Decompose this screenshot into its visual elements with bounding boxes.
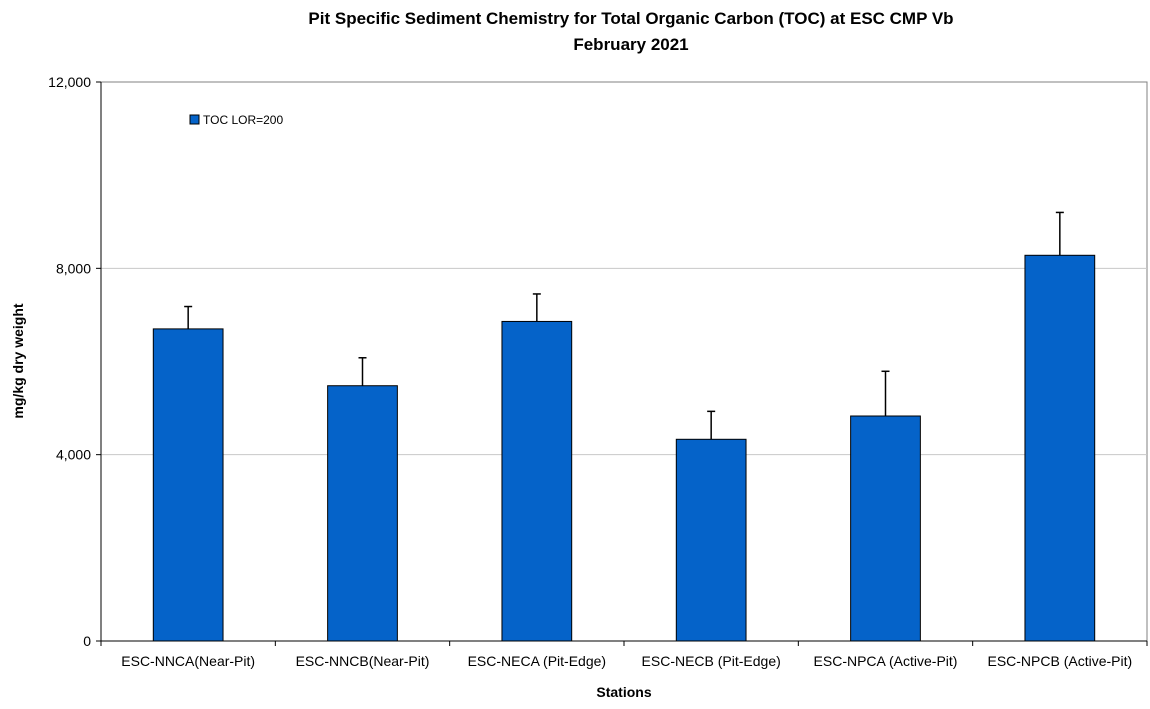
y-tick-label: 8,000: [56, 260, 91, 276]
bar: [327, 385, 398, 642]
bar: [152, 328, 224, 642]
x-tick-label: ESC-NNCB(Near-Pit): [296, 653, 430, 669]
bar: [501, 320, 573, 642]
legend-label: TOC LOR=200: [203, 113, 283, 127]
y-tick-label: 0: [83, 633, 91, 649]
bar: [850, 415, 921, 642]
x-tick-label: ESC-NNCA(Near-Pit): [121, 653, 255, 669]
bar: [675, 438, 747, 642]
chart-subtitle: February 2021: [573, 35, 688, 54]
x-axis-label: Stations: [596, 684, 651, 700]
x-tick-label: ESC-NECA (Pit-Edge): [468, 653, 606, 669]
x-tick-label: ESC-NPCA (Active-Pit): [814, 653, 958, 669]
y-tick-label: 4,000: [56, 447, 91, 463]
x-tick-label: ESC-NPCB (Active-Pit): [987, 653, 1132, 669]
legend-swatch: [189, 114, 200, 125]
plot-frame: [100, 81, 1148, 642]
bar: [1024, 254, 1096, 642]
chart-title: Pit Specific Sediment Chemistry for Tota…: [308, 9, 953, 28]
legend: TOC LOR=200: [189, 113, 283, 127]
x-tick-label: ESC-NECB (Pit-Edge): [642, 653, 781, 669]
plot-area: 0 4,000 8,000 12,000 ESC-NNCA(Near-Pit) ESC-N…: [48, 74, 1148, 669]
y-tick-label: 12,000: [48, 74, 91, 90]
y-axis-label: mg/kg dry weight: [10, 303, 26, 418]
